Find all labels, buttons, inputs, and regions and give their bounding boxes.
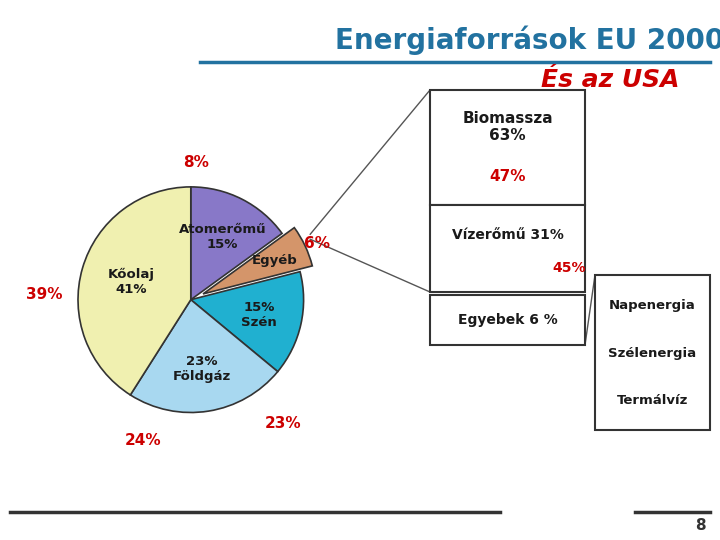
Text: Szélenergia: Szélenergia bbox=[608, 347, 696, 360]
Text: 39%: 39% bbox=[26, 287, 63, 301]
Bar bbox=[595, 275, 710, 430]
Bar bbox=[430, 295, 585, 345]
Text: Napenergia: Napenergia bbox=[609, 299, 696, 312]
Text: Kőolaj
41%: Kőolaj 41% bbox=[108, 268, 155, 296]
Text: Biomassza
63%: Biomassza 63% bbox=[462, 111, 553, 143]
Text: Egyebek 6 %: Egyebek 6 % bbox=[458, 313, 557, 327]
Text: 23%: 23% bbox=[265, 416, 302, 431]
Wedge shape bbox=[78, 187, 191, 395]
Text: 23%
Földgáz: 23% Földgáz bbox=[173, 355, 231, 383]
Text: Energiaforrások EU 2000: Energiaforrások EU 2000 bbox=[336, 25, 720, 55]
Wedge shape bbox=[203, 228, 312, 294]
Text: Vízerőmű 31%: Vízerőmű 31% bbox=[451, 228, 564, 242]
Text: 8: 8 bbox=[695, 518, 706, 534]
Text: Atomerőmű
15%: Atomerőmű 15% bbox=[179, 224, 266, 252]
Text: 24%: 24% bbox=[125, 433, 162, 448]
Text: 45%: 45% bbox=[553, 261, 586, 275]
Text: Termálvíz: Termálvíz bbox=[617, 395, 688, 408]
Text: 8%: 8% bbox=[184, 154, 210, 170]
Bar bbox=[430, 205, 585, 292]
Text: 6%: 6% bbox=[304, 236, 330, 251]
Text: 15%
Szén: 15% Szén bbox=[241, 301, 277, 329]
Wedge shape bbox=[191, 272, 304, 372]
Wedge shape bbox=[191, 187, 282, 300]
Bar bbox=[430, 90, 585, 205]
Wedge shape bbox=[130, 300, 278, 413]
Text: Egyéb: Egyéb bbox=[251, 254, 297, 267]
Text: És az USA: És az USA bbox=[541, 68, 679, 92]
Text: 47%: 47% bbox=[490, 168, 526, 184]
